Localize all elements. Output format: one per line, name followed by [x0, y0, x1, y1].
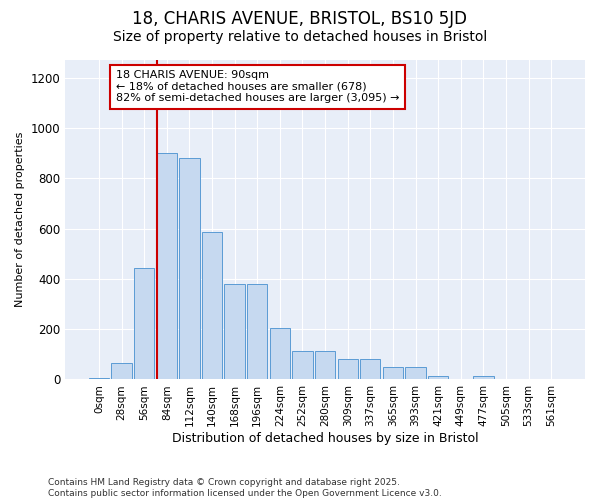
Bar — [315, 350, 335, 380]
Text: Contains HM Land Registry data © Crown copyright and database right 2025.
Contai: Contains HM Land Registry data © Crown c… — [48, 478, 442, 498]
Bar — [383, 367, 403, 380]
Bar — [202, 232, 222, 380]
Bar — [224, 284, 245, 380]
Bar — [112, 363, 132, 380]
Bar — [292, 350, 313, 380]
Bar — [360, 360, 380, 380]
Bar — [338, 360, 358, 380]
Bar — [134, 268, 154, 380]
Bar — [157, 153, 177, 380]
Bar — [406, 368, 426, 380]
Text: 18, CHARIS AVENUE, BRISTOL, BS10 5JD: 18, CHARIS AVENUE, BRISTOL, BS10 5JD — [133, 10, 467, 28]
Bar — [269, 328, 290, 380]
Bar — [473, 376, 494, 380]
X-axis label: Distribution of detached houses by size in Bristol: Distribution of detached houses by size … — [172, 432, 478, 445]
Y-axis label: Number of detached properties: Number of detached properties — [15, 132, 25, 308]
Bar — [89, 378, 109, 380]
Bar — [179, 158, 200, 380]
Bar — [428, 376, 448, 380]
Text: Size of property relative to detached houses in Bristol: Size of property relative to detached ho… — [113, 30, 487, 44]
Bar — [247, 284, 268, 380]
Text: 18 CHARIS AVENUE: 90sqm
← 18% of detached houses are smaller (678)
82% of semi-d: 18 CHARIS AVENUE: 90sqm ← 18% of detache… — [116, 70, 400, 103]
